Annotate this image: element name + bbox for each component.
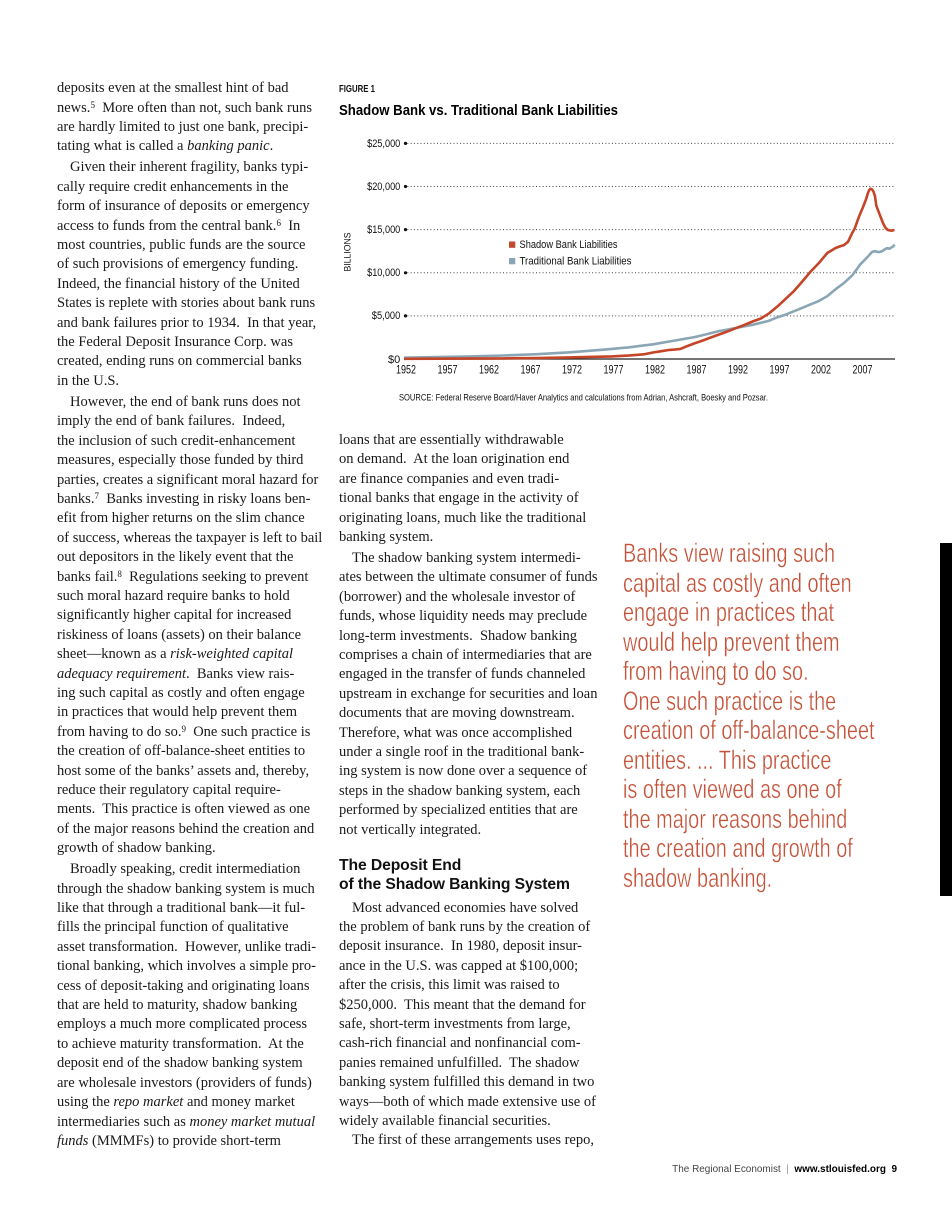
svg-text:$20,000: $20,000 — [367, 181, 400, 193]
svg-text:$15,000: $15,000 — [367, 224, 400, 236]
svg-text:1992: 1992 — [728, 362, 748, 376]
svg-text:Traditional Bank Liabilities: Traditional Bank Liabilities — [520, 256, 632, 268]
svg-text:SOURCE: Federal Reserve Board/: SOURCE: Federal Reserve Board/Haver Anal… — [399, 393, 768, 404]
svg-text:1987: 1987 — [687, 362, 707, 376]
svg-text:1977: 1977 — [604, 362, 624, 376]
svg-text:$0: $0 — [388, 354, 400, 366]
svg-text:1997: 1997 — [770, 362, 790, 376]
svg-text:2007: 2007 — [853, 362, 873, 376]
svg-text:Shadow Bank Liabilities: Shadow Bank Liabilities — [520, 239, 618, 251]
svg-text:1967: 1967 — [521, 362, 541, 376]
svg-text:1972: 1972 — [562, 362, 582, 376]
svg-text:1952: 1952 — [396, 362, 416, 376]
svg-text:2002: 2002 — [811, 362, 831, 376]
svg-text:1957: 1957 — [438, 362, 458, 376]
svg-text:FIGURE 1: FIGURE 1 — [339, 84, 375, 95]
svg-text:Shadow Bank vs. Traditional Ba: Shadow Bank vs. Traditional Bank Liabili… — [339, 102, 618, 119]
svg-text:$25,000: $25,000 — [367, 138, 400, 150]
svg-text:$10,000: $10,000 — [367, 267, 400, 279]
svg-text:1962: 1962 — [479, 362, 499, 376]
svg-text:1982: 1982 — [645, 362, 665, 376]
svg-text:BILLIONS: BILLIONS — [343, 233, 354, 272]
svg-text:$5,000: $5,000 — [372, 310, 401, 322]
